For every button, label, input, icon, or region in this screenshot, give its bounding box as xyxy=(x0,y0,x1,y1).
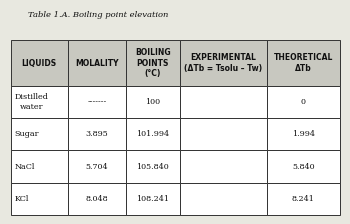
Bar xyxy=(267,150,340,183)
Bar xyxy=(180,86,267,118)
Text: BOILING
POINTS
(°C): BOILING POINTS (°C) xyxy=(135,48,170,78)
Bar xyxy=(180,150,267,183)
Text: Sugar: Sugar xyxy=(15,130,39,138)
Bar xyxy=(126,150,180,183)
Text: Distilled
water: Distilled water xyxy=(15,93,49,110)
Bar xyxy=(10,183,68,215)
Text: 8.241: 8.241 xyxy=(292,195,315,203)
Text: LIQUIDS: LIQUIDS xyxy=(22,58,57,67)
Bar xyxy=(180,40,267,86)
Text: 5.840: 5.840 xyxy=(292,163,315,170)
Text: NaCl: NaCl xyxy=(15,163,35,170)
Bar xyxy=(68,150,126,183)
Bar xyxy=(10,86,68,118)
Bar xyxy=(267,40,340,86)
Text: EXPERIMENTAL
(ΔTb = Tsolu – Tw): EXPERIMENTAL (ΔTb = Tsolu – Tw) xyxy=(184,53,262,73)
Bar xyxy=(68,118,126,150)
Text: 1.994: 1.994 xyxy=(292,130,315,138)
Text: 105.840: 105.840 xyxy=(136,163,169,170)
Bar xyxy=(180,183,267,215)
Bar xyxy=(126,183,180,215)
Bar xyxy=(10,40,68,86)
Text: 100: 100 xyxy=(145,98,160,106)
Bar xyxy=(267,118,340,150)
Bar xyxy=(126,40,180,86)
Bar xyxy=(126,86,180,118)
Bar xyxy=(68,183,126,215)
Bar xyxy=(68,40,126,86)
Text: MOLALITY: MOLALITY xyxy=(75,58,119,67)
Text: 108.241: 108.241 xyxy=(136,195,169,203)
Text: 5.704: 5.704 xyxy=(85,163,108,170)
Bar xyxy=(126,118,180,150)
Text: Table 1.A. Boiling point elevation: Table 1.A. Boiling point elevation xyxy=(28,11,168,19)
Bar xyxy=(10,150,68,183)
Text: 101.994: 101.994 xyxy=(136,130,169,138)
Text: 3.895: 3.895 xyxy=(85,130,108,138)
Bar xyxy=(68,86,126,118)
Text: 8.048: 8.048 xyxy=(85,195,108,203)
Text: 0: 0 xyxy=(301,98,306,106)
Bar xyxy=(267,86,340,118)
Bar xyxy=(180,118,267,150)
Text: THEORETICAL
ΔTb: THEORETICAL ΔTb xyxy=(274,53,333,73)
Text: KCl: KCl xyxy=(15,195,29,203)
Bar xyxy=(10,118,68,150)
Bar xyxy=(267,183,340,215)
Text: -------: ------- xyxy=(87,98,106,106)
